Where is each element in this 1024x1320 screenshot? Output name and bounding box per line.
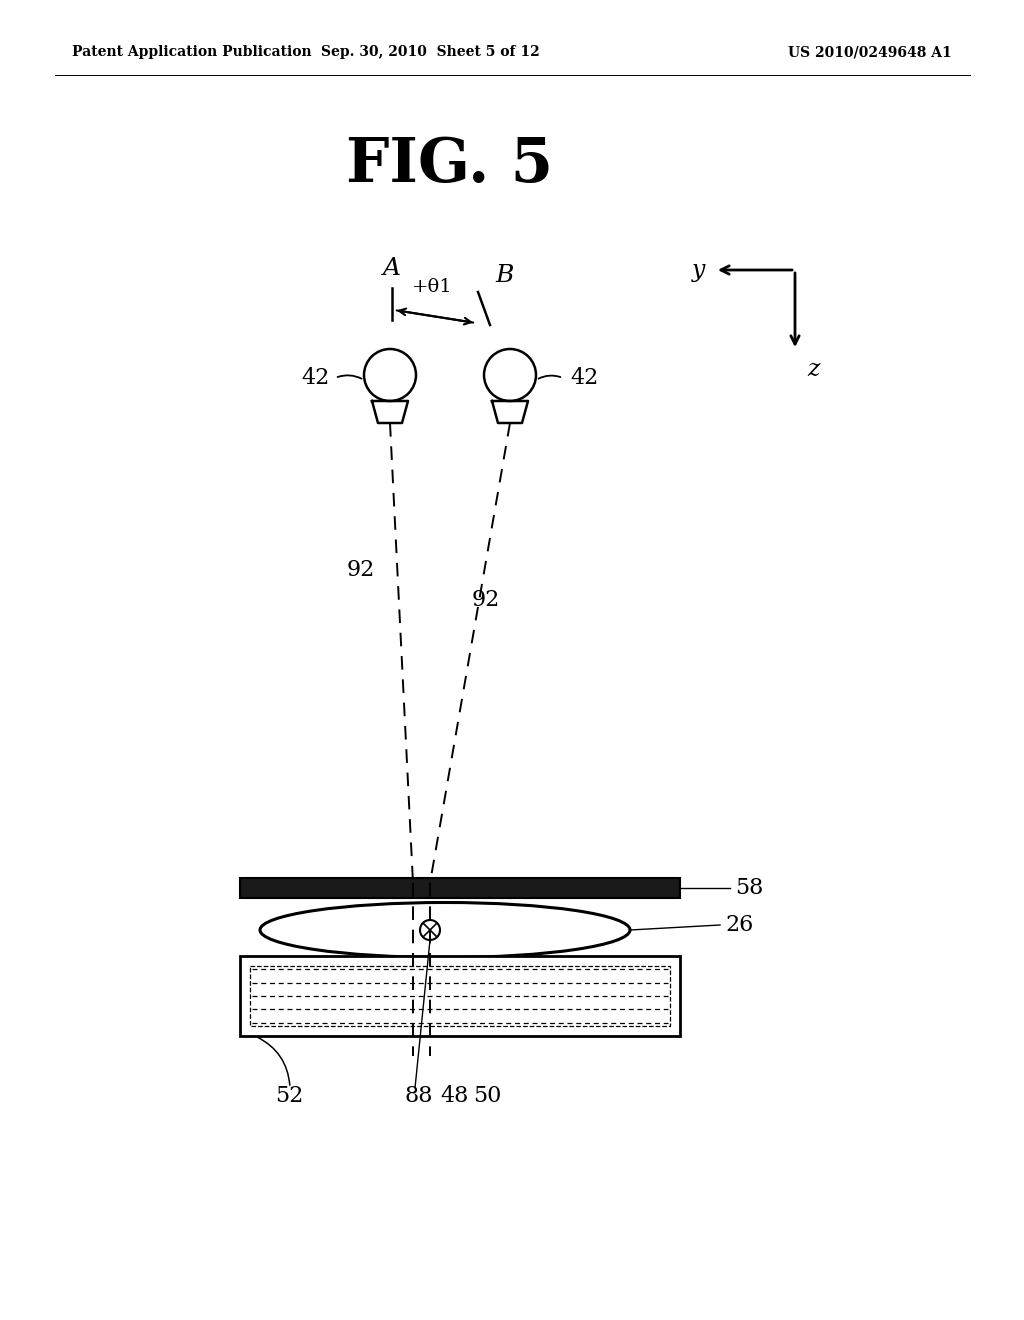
Text: 42: 42 (302, 367, 330, 389)
Text: z: z (807, 358, 819, 381)
Text: Patent Application Publication: Patent Application Publication (72, 45, 311, 59)
Bar (240, 878, 680, 898)
Text: Sep. 30, 2010  Sheet 5 of 12: Sep. 30, 2010 Sheet 5 of 12 (321, 45, 540, 59)
Text: 48: 48 (440, 1085, 468, 1107)
Text: 58: 58 (735, 876, 763, 899)
Text: y: y (691, 259, 705, 281)
Text: US 2010/0249648 A1: US 2010/0249648 A1 (788, 45, 952, 59)
Text: 50: 50 (473, 1085, 502, 1107)
Text: +θ1: +θ1 (412, 279, 453, 296)
Text: 88: 88 (406, 1085, 433, 1107)
Text: 52: 52 (275, 1085, 303, 1107)
Text: 92: 92 (472, 589, 501, 611)
Text: FIG. 5: FIG. 5 (346, 135, 554, 195)
Text: A: A (383, 257, 401, 280)
Text: 42: 42 (570, 367, 598, 389)
Bar (250, 966, 670, 1026)
Bar (240, 956, 680, 1036)
Text: B: B (495, 264, 513, 286)
Text: 92: 92 (347, 558, 375, 581)
Text: 26: 26 (725, 913, 754, 936)
